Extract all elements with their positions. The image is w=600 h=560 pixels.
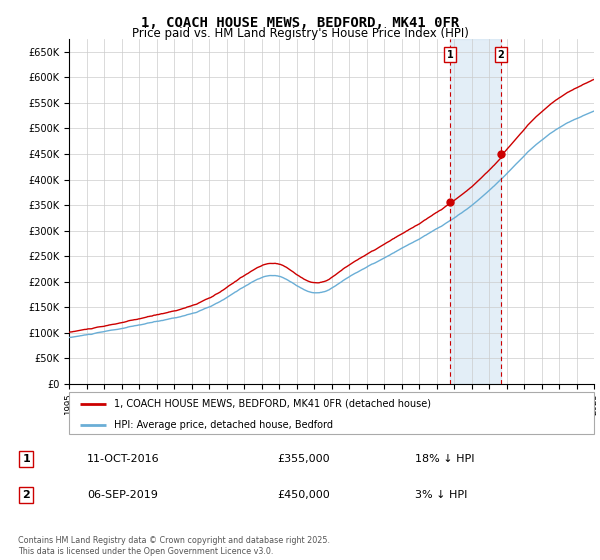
Text: 1: 1 bbox=[447, 50, 454, 60]
Text: 1, COACH HOUSE MEWS, BEDFORD, MK41 0FR (detached house): 1, COACH HOUSE MEWS, BEDFORD, MK41 0FR (… bbox=[113, 399, 431, 409]
Bar bbox=[450, 39, 501, 384]
Text: £355,000: £355,000 bbox=[277, 454, 329, 464]
Text: 11-OCT-2016: 11-OCT-2016 bbox=[87, 454, 160, 464]
Text: 2: 2 bbox=[23, 490, 30, 500]
Text: 1: 1 bbox=[23, 454, 30, 464]
FancyBboxPatch shape bbox=[69, 392, 594, 434]
Text: HPI: Average price, detached house, Bedford: HPI: Average price, detached house, Bedf… bbox=[113, 420, 332, 430]
Text: £450,000: £450,000 bbox=[277, 490, 330, 500]
Text: 06-SEP-2019: 06-SEP-2019 bbox=[87, 490, 158, 500]
Text: 18% ↓ HPI: 18% ↓ HPI bbox=[415, 454, 475, 464]
Text: 3% ↓ HPI: 3% ↓ HPI bbox=[415, 490, 467, 500]
Text: 2: 2 bbox=[497, 50, 504, 60]
Text: Price paid vs. HM Land Registry's House Price Index (HPI): Price paid vs. HM Land Registry's House … bbox=[131, 27, 469, 40]
Text: 1, COACH HOUSE MEWS, BEDFORD, MK41 0FR: 1, COACH HOUSE MEWS, BEDFORD, MK41 0FR bbox=[141, 16, 459, 30]
Text: Contains HM Land Registry data © Crown copyright and database right 2025.
This d: Contains HM Land Registry data © Crown c… bbox=[18, 536, 330, 556]
